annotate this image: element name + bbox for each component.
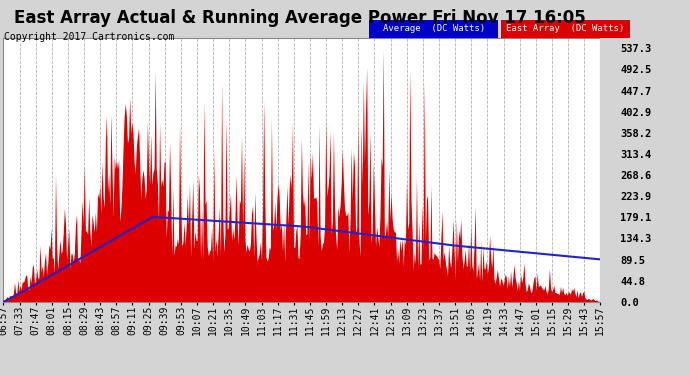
Text: Copyright 2017 Cartronics.com: Copyright 2017 Cartronics.com <box>4 32 175 42</box>
Text: Average  (DC Watts): Average (DC Watts) <box>382 24 485 33</box>
Text: East Array  (DC Watts): East Array (DC Watts) <box>506 24 624 33</box>
Text: East Array Actual & Running Average Power Fri Nov 17 16:05: East Array Actual & Running Average Powe… <box>14 9 586 27</box>
